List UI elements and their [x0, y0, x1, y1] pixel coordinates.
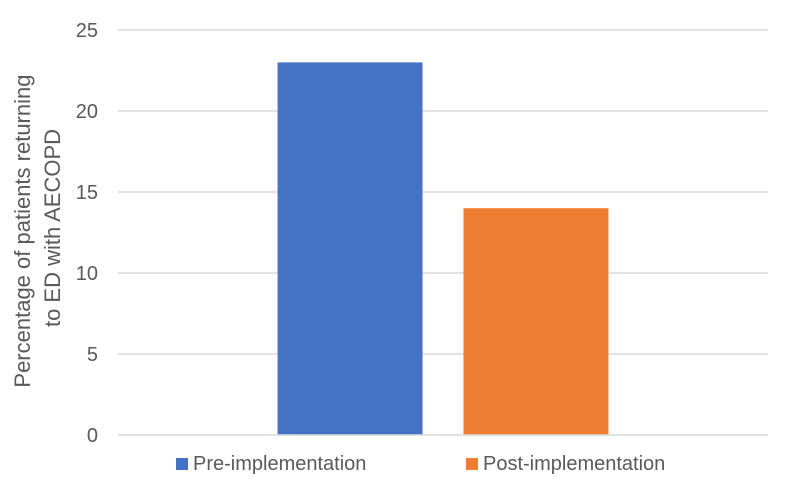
- y-tick-label: 5: [87, 344, 98, 366]
- y-tick-label: 20: [76, 101, 98, 123]
- legend: Pre-implementation Post-implementation: [176, 453, 665, 475]
- y-tick-label: 10: [76, 263, 98, 285]
- gridlines: [118, 29, 768, 355]
- y-axis-label: Percentage of patients returning to ED w…: [10, 68, 65, 387]
- y-axis-ticks: 0 5 10 15 20 25: [76, 20, 98, 447]
- legend-label: Pre-implementation: [193, 453, 366, 475]
- y-tick-label: 0: [87, 425, 98, 447]
- legend-swatch: [176, 458, 188, 470]
- legend-swatch: [466, 458, 478, 470]
- bar-post-implementation: [463, 208, 609, 435]
- legend-label: Post-implementation: [483, 453, 665, 475]
- y-tick-label: 25: [76, 20, 98, 42]
- bar-pre-implementation: [277, 62, 423, 436]
- y-axis-label-line-1: Percentage of patients returning: [10, 75, 35, 388]
- y-tick-label: 15: [76, 182, 98, 204]
- y-axis-label-line-2: to ED with AECOPD: [40, 129, 65, 327]
- bars: [277, 62, 609, 436]
